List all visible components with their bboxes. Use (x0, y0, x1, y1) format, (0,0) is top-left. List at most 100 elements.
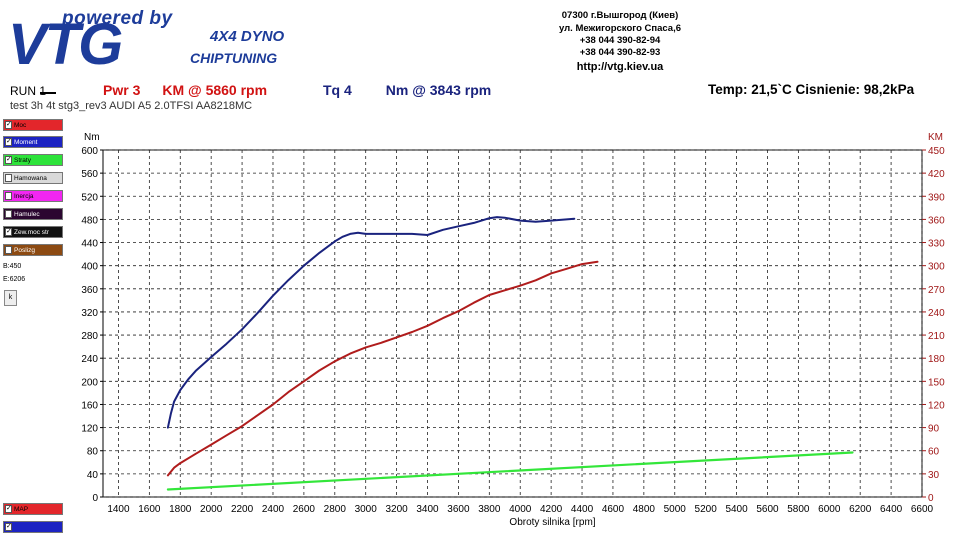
x-tick-label: 4800 (633, 504, 656, 515)
x-tick-label: 4000 (509, 504, 532, 515)
plot-frame (102, 149, 923, 498)
y-left-tick-label: 600 (81, 146, 98, 157)
address-phone-1: +38 044 390-82-94 (579, 35, 661, 46)
logo-chiptuning: CHIPTUNING (190, 50, 278, 66)
power-readout: Pwr 3 KM @ 5860 rpm (103, 82, 267, 98)
legend-label-inercja: Inercja (14, 193, 34, 200)
legend-toggle-hamowana[interactable]: Hamowana (3, 172, 63, 184)
y-right-tick-label: 300 (928, 262, 945, 273)
legend-toggle-moment[interactable]: ✓ Moment (3, 136, 63, 148)
x-tick-label: 1600 (138, 504, 161, 515)
address-city: 07300 г.Вышгород (Киев) (561, 10, 679, 21)
legend-label-straty: Straty (14, 157, 31, 164)
checkbox-poslizg[interactable] (5, 246, 12, 254)
test-description: test 3h 4t stg3_rev3 AUDI A5 2.0TFSI AA8… (10, 100, 253, 112)
legend-toggle-map[interactable]: ✓ MAP (3, 503, 63, 515)
x-tick-label: 4200 (540, 504, 563, 515)
checkbox-straty[interactable]: ✓ (5, 156, 12, 164)
checkbox-hamowana[interactable] (5, 174, 12, 182)
y-left-axis-label: Nm (84, 132, 100, 143)
y-right-tick-label: 180 (928, 354, 945, 365)
checkbox-inercja[interactable] (5, 192, 12, 200)
x-tick-label: 3000 (355, 504, 378, 515)
x-tick-label: 3200 (385, 504, 408, 515)
y-left-tick-label: 160 (81, 400, 98, 411)
x-tick-label: 1400 (107, 504, 130, 515)
b-value: B:450 (3, 263, 22, 270)
x-tick-label: 5400 (725, 504, 748, 515)
checkbox-hamulec[interactable] (5, 210, 12, 218)
y-right-tick-label: 360 (928, 215, 945, 226)
checkbox-map[interactable]: ✓ (5, 505, 12, 513)
checkbox-zew-moc[interactable]: ✓ (5, 228, 12, 236)
power-series-line (166, 260, 599, 477)
y-left-tick-label: 400 (81, 262, 98, 273)
losses-series-line (166, 451, 854, 491)
legend-toggle-poslizg[interactable]: Poslizg (3, 244, 63, 256)
y-left-tick-label: 0 (92, 493, 98, 504)
x-tick-label: 3400 (416, 504, 439, 515)
x-tick-label: 2200 (231, 504, 254, 515)
x-tick-label: 6600 (911, 504, 934, 515)
checkbox-blue[interactable]: ✓ (5, 523, 12, 531)
y-right-tick-label: 420 (928, 169, 945, 180)
legend-toggle-straty[interactable]: ✓ Straty (3, 154, 63, 166)
x-tick-label: 6000 (818, 504, 841, 515)
x-axis-label: Obroty silnika [rpm] (509, 517, 595, 528)
logo-dyno: 4X4 DYNO (210, 28, 285, 45)
legend-label-hamowana: Hamowana (14, 175, 47, 182)
x-tick-label: 2400 (262, 504, 285, 515)
y-left-tick-label: 80 (87, 447, 99, 458)
y-right-tick-label: 210 (928, 331, 945, 342)
y-right-tick-label: 240 (928, 308, 945, 319)
e-value: E:6206 (3, 276, 26, 283)
x-tick-label: 5200 (695, 504, 718, 515)
address-phone-2: +38 044 390-82-93 (579, 47, 661, 58)
torque-series-line (166, 216, 576, 429)
logo-brand: VTG (8, 12, 123, 77)
x-tick-label: 4600 (602, 504, 625, 515)
x-tick-label: 5600 (756, 504, 779, 515)
address-website: http://vtg.kiev.ua (576, 61, 664, 73)
y-left-tick-label: 200 (81, 377, 98, 388)
run-line-swatch (40, 92, 56, 94)
x-tick-label: 6200 (849, 504, 872, 515)
power-label: Pwr 3 (103, 82, 141, 98)
legend-label-poslizg: Poslizg (14, 247, 35, 254)
x-tick-label: 3600 (447, 504, 470, 515)
legend-label-zew-moc: Zew.moc str (14, 229, 50, 236)
checkbox-moc[interactable]: ✓ (5, 121, 12, 129)
x-tick-label: 2000 (200, 504, 223, 515)
y-left-tick-label: 440 (81, 239, 98, 250)
y-right-tick-label: 30 (928, 470, 940, 481)
legend-toggle-zew-moc[interactable]: ✓ Zew.moc str (3, 226, 63, 238)
y-right-tick-label: 270 (928, 285, 945, 296)
y-right-axis-label: KM (928, 132, 943, 143)
conditions-readout: Temp: 21,5`C Cisnienie: 98,2kPa (708, 82, 915, 97)
legend-toggle-hamulec[interactable]: Hamulec (3, 208, 63, 220)
y-right-tick-label: 150 (928, 377, 945, 388)
x-tick-label: 3800 (478, 504, 501, 515)
k-button[interactable]: k (4, 290, 17, 306)
torque-readout: Tq 4 Nm @ 3843 rpm (323, 82, 491, 98)
legend-toggle-moc[interactable]: ✓ Moc (3, 119, 63, 131)
y-left-tick-label: 120 (81, 424, 98, 435)
y-right-tick-label: 330 (928, 239, 945, 250)
legend-toggle-inercja[interactable]: Inercja (3, 190, 63, 202)
y-left-tick-label: 360 (81, 285, 98, 296)
legend-toggle-blue[interactable]: ✓ (3, 521, 63, 533)
y-right-tick-label: 90 (928, 424, 940, 435)
legend-label-moc: Moc (14, 122, 27, 129)
logo-powered-by: powered by (62, 8, 173, 29)
x-tick-label: 2800 (324, 504, 347, 515)
y-right-tick-label: 60 (928, 447, 940, 458)
y-left-tick-label: 240 (81, 354, 98, 365)
x-tick-label: 4400 (571, 504, 594, 515)
y-right-tick-label: 120 (928, 400, 945, 411)
legend-label-hamulec: Hamulec (14, 211, 40, 218)
x-tick-label: 5800 (787, 504, 810, 515)
legend-label-moment: Moment (14, 139, 38, 146)
checkbox-moment[interactable]: ✓ (5, 138, 12, 146)
torque-label: Tq 4 (323, 82, 352, 98)
